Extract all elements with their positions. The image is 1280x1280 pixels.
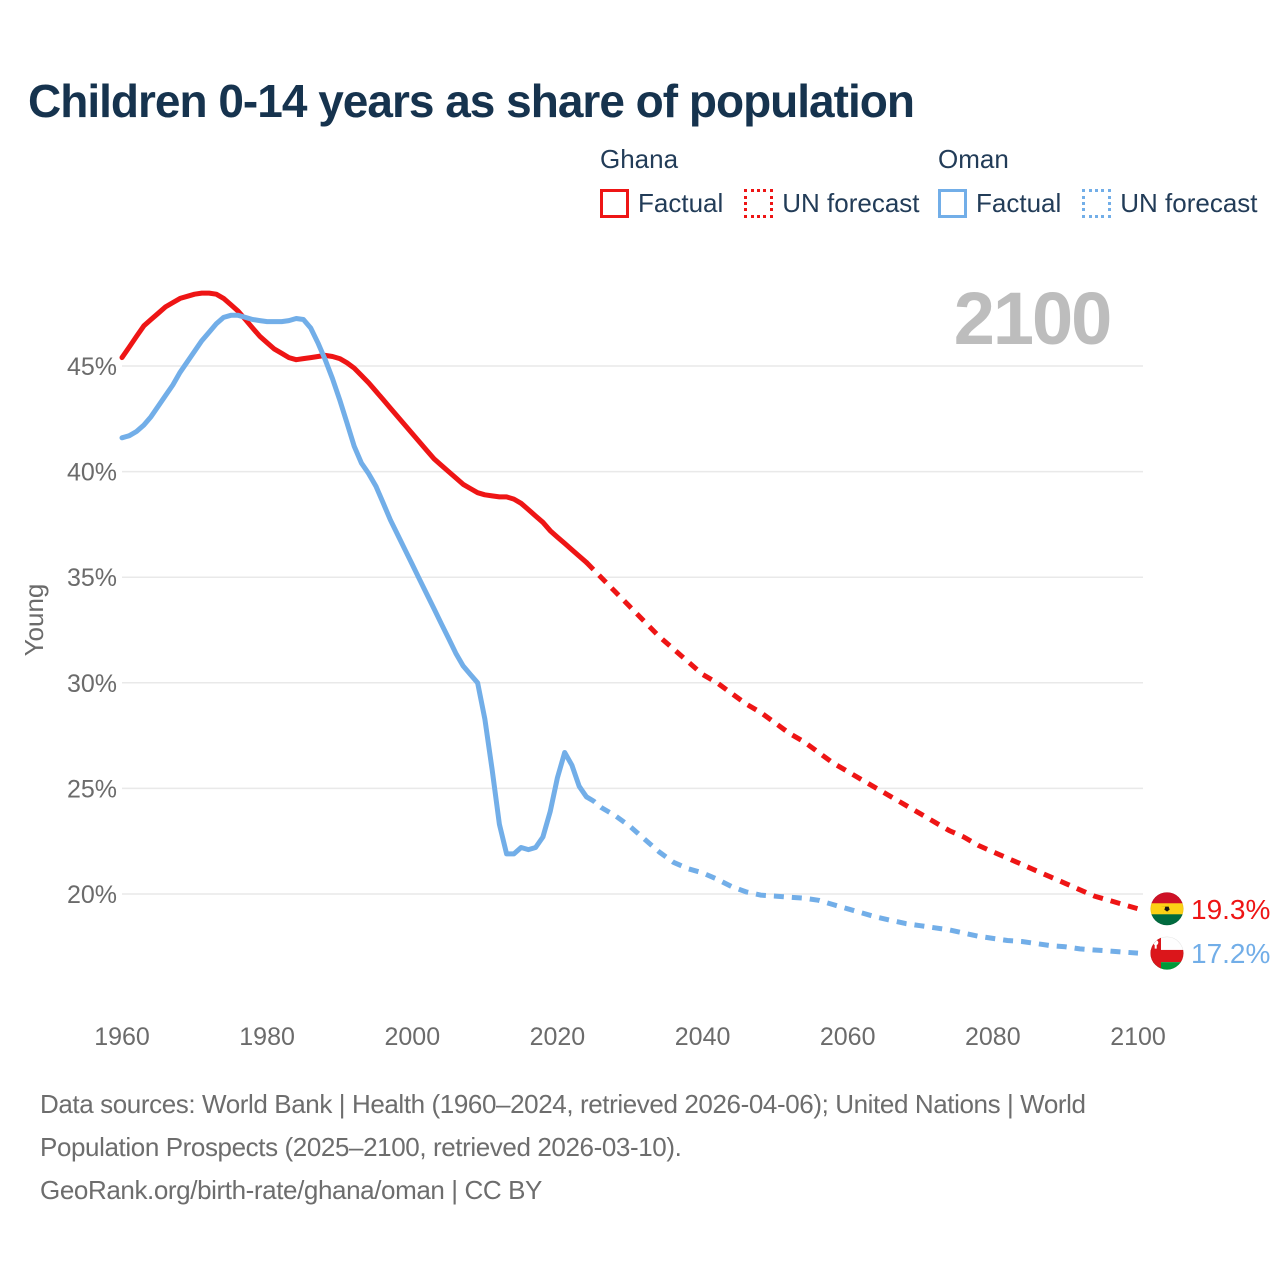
- watermark-year: 2100: [954, 277, 1111, 360]
- x-tick-label: 2100: [1110, 1023, 1166, 1051]
- series-oman-forecast: [585, 794, 1139, 956]
- footer-line-2: Population Prospects (2025–2100, retriev…: [40, 1132, 682, 1162]
- ghana-forecast-label: UN forecast: [782, 188, 920, 218]
- footer-line-1: Data sources: World Bank | Health (1960–…: [40, 1089, 1086, 1119]
- series-oman-factual: [119, 312, 589, 857]
- y-tick-label: 45%: [67, 353, 117, 381]
- data-sources-note: Data sources: World Bank | Health (1960–…: [40, 1083, 1086, 1212]
- oman-factual-swatch-icon: [938, 189, 967, 218]
- legend-group-oman: Oman Factual UN forecast: [938, 144, 1258, 219]
- ghana-factual-label: Factual: [638, 188, 724, 218]
- oman-forecast-swatch-icon: [1082, 189, 1112, 218]
- flag-oman-icon: [1150, 936, 1184, 970]
- series-ghana-forecast: [584, 560, 1139, 912]
- legend-country-oman: Oman: [938, 144, 1009, 174]
- legend: Ghana Factual UN forecast Oman Factual U…: [0, 144, 1280, 234]
- ghana-forecast-swatch-icon: [744, 189, 774, 218]
- x-tick-label: 1980: [239, 1023, 295, 1051]
- x-tick-label: 2060: [820, 1023, 876, 1051]
- y-axis-label: Young: [19, 584, 49, 657]
- y-tick-label: 35%: [67, 564, 117, 592]
- chart-title: Children 0-14 years as share of populati…: [28, 75, 915, 127]
- x-tick-label: 2080: [965, 1023, 1021, 1051]
- oman-factual-label: Factual: [976, 188, 1062, 218]
- oman-forecast-label: UN forecast: [1120, 188, 1258, 218]
- series-ghana-factual: [119, 290, 589, 565]
- y-tick-label: 25%: [67, 775, 117, 803]
- legend-country-ghana: Ghana: [600, 144, 679, 174]
- legend-group-ghana: Ghana Factual UN forecast: [600, 144, 920, 219]
- x-tick-label: 1960: [94, 1023, 150, 1051]
- x-tick-label: 2020: [530, 1023, 586, 1051]
- end-value-label-oman: 17.2%: [1191, 938, 1270, 969]
- x-tick-label: 2040: [675, 1023, 731, 1051]
- end-value-label-ghana: 19.3%: [1191, 894, 1270, 925]
- x-tick-label: 2000: [384, 1023, 440, 1051]
- footer-line-3: GeoRank.org/birth-rate/ghana/oman | CC B…: [40, 1175, 542, 1205]
- y-tick-label: 40%: [67, 459, 117, 487]
- ghana-factual-swatch-icon: [600, 189, 629, 218]
- y-tick-label: 30%: [67, 670, 117, 698]
- y-tick-label: 20%: [67, 881, 117, 909]
- flag-ghana-icon: [1150, 892, 1184, 926]
